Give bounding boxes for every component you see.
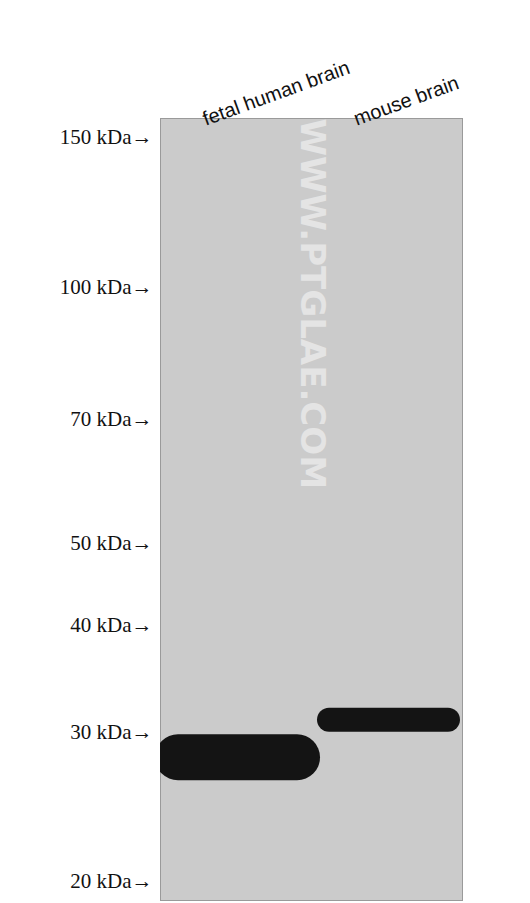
svg-text:150 kDa→: 150 kDa→ bbox=[60, 125, 153, 149]
svg-text:50 kDa→: 50 kDa→ bbox=[70, 531, 152, 555]
svg-text:20 kDa→: 20 kDa→ bbox=[70, 869, 152, 893]
svg-text:mouse brain: mouse brain bbox=[351, 71, 462, 129]
svg-text:100 kDa→: 100 kDa→ bbox=[60, 275, 153, 299]
svg-text:fetal human brain: fetal human brain bbox=[200, 56, 353, 130]
svg-text:WWW.PTGLAE.COM: WWW.PTGLAE.COM bbox=[293, 119, 333, 489]
svg-text:70 kDa→: 70 kDa→ bbox=[70, 407, 152, 431]
svg-text:30 kDa→: 30 kDa→ bbox=[70, 720, 152, 744]
svg-text:40 kDa→: 40 kDa→ bbox=[70, 613, 152, 637]
